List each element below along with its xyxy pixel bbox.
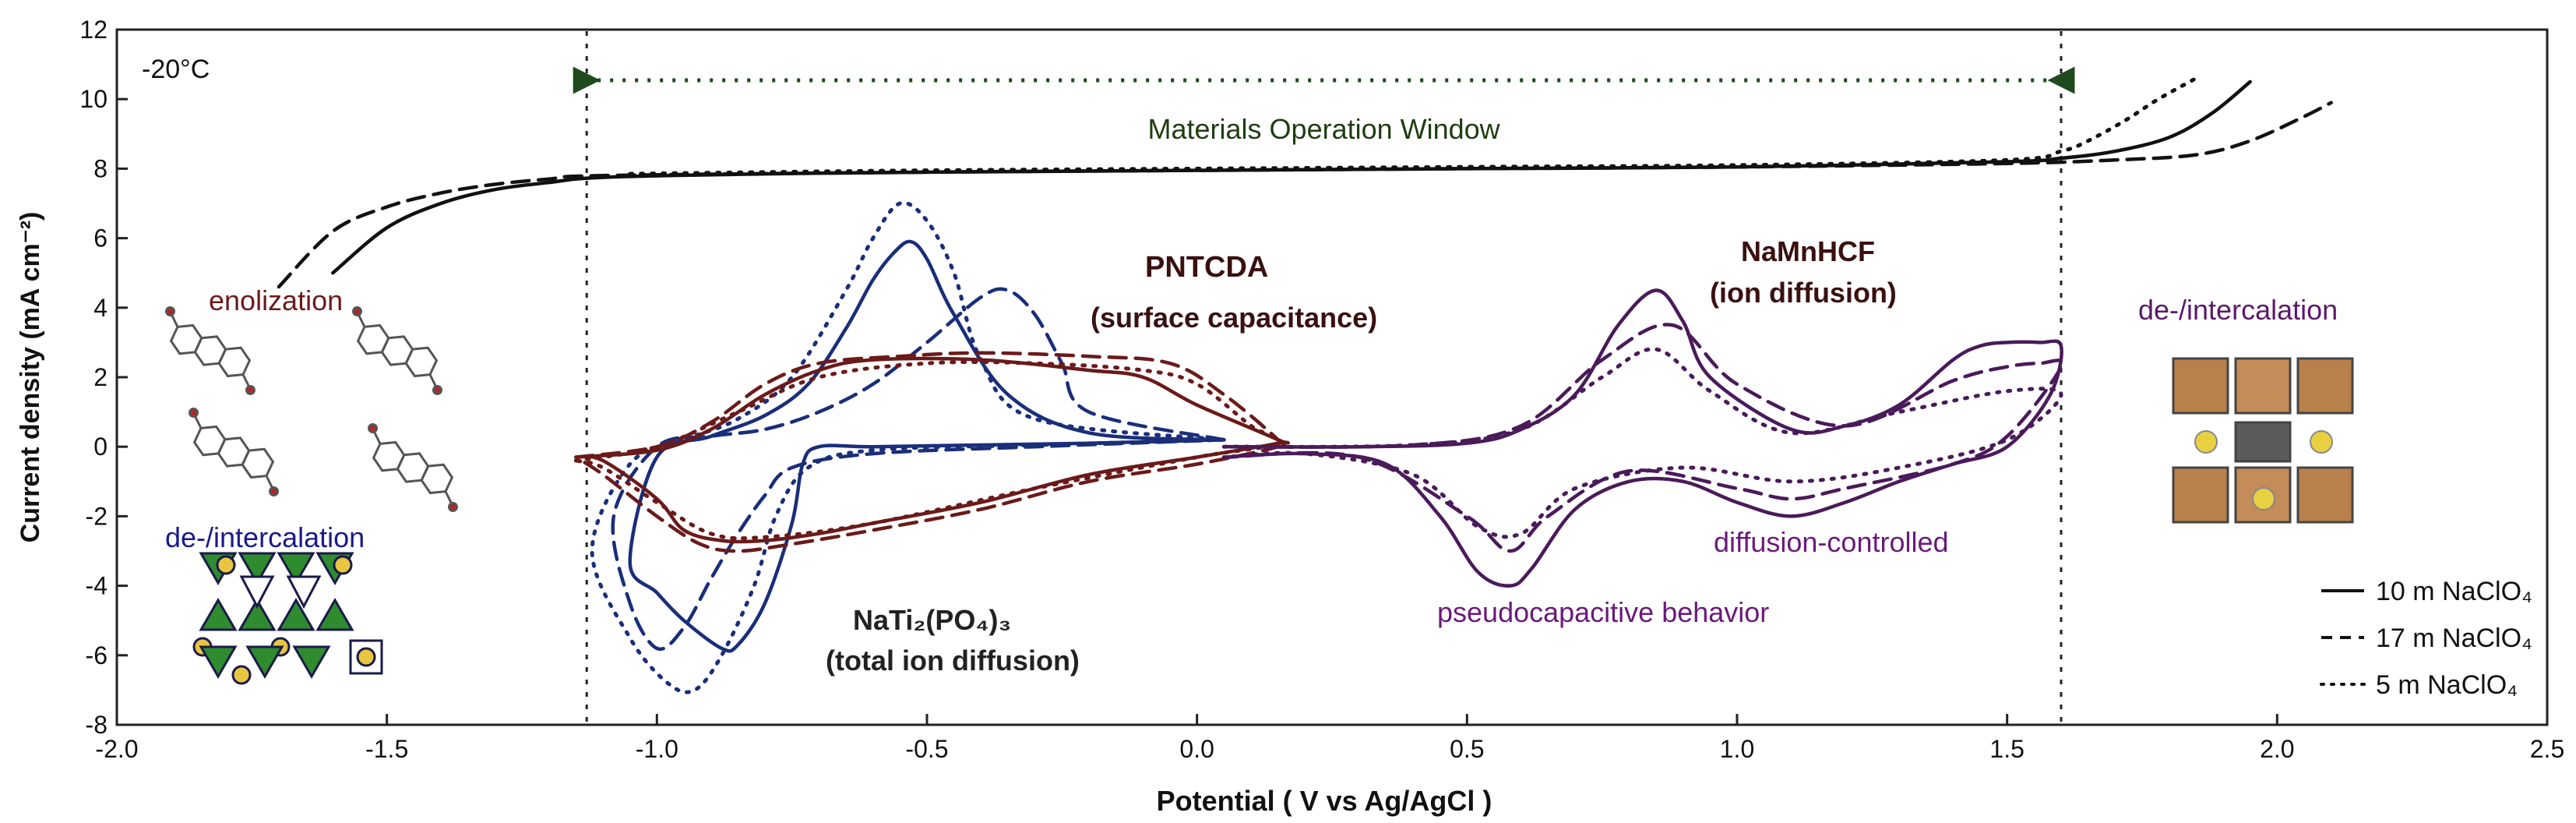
annotation-intercalation-left: de-/intercalation bbox=[165, 521, 365, 553]
y-tick-label: -6 bbox=[86, 641, 107, 669]
legend-label-10m: 10 m NaClO₄ bbox=[2376, 577, 2532, 606]
annotation-total-ion-diffusion: (total ion diffusion) bbox=[826, 645, 1080, 676]
y-tick-label: 2 bbox=[93, 363, 107, 391]
x-axis-ticks: -2.0 -1.5 -1.0 -0.5 0.0 0.5 1.0 1.5 2.0 2.5 bbox=[95, 714, 2564, 763]
nati2po43-structure-illustration bbox=[192, 552, 354, 657]
x-tick-label: -1.5 bbox=[365, 735, 408, 763]
legend-label-17m: 17 m NaClO₄ bbox=[2376, 623, 2532, 653]
y-tick-label: 4 bbox=[93, 294, 107, 322]
x-tick-label: 0.0 bbox=[1179, 735, 1214, 763]
x-tick-label: 1.5 bbox=[1989, 735, 2024, 763]
y-tick-label: 6 bbox=[93, 224, 107, 253]
series-layer bbox=[277, 76, 2333, 694]
annotation-ion-diffusion: (ion diffusion) bbox=[1710, 277, 1897, 309]
series-line-3 bbox=[628, 239, 1226, 653]
series-line-0 bbox=[331, 79, 2252, 275]
series-line-8 bbox=[573, 359, 1282, 541]
temperature-label: -20°C bbox=[142, 55, 210, 84]
legend: 10 m NaClO₄ 17 m NaClO₄ 5 m NaClO₄ bbox=[2320, 577, 2532, 700]
operation-window-label: Materials Operation Window bbox=[1148, 113, 1501, 145]
y-tick-label: 0 bbox=[93, 433, 107, 461]
annotation-pseudocapacitive: pseudocapacitive behavior bbox=[1437, 596, 1769, 628]
x-tick-label: -0.5 bbox=[905, 735, 948, 763]
y-tick-label: -2 bbox=[86, 502, 107, 530]
x-tick-label: 2.0 bbox=[2260, 735, 2294, 763]
x-tick-label: 1.0 bbox=[1720, 735, 1754, 763]
annotation-namnhcf: NaMnHCF bbox=[1741, 235, 1875, 267]
y-tick-label: 8 bbox=[93, 154, 107, 182]
y-tick-label: 10 bbox=[79, 85, 107, 113]
pntcda-molecule-illustration bbox=[165, 306, 458, 512]
annotation-surface-capacitance: (surface capacitance) bbox=[1091, 302, 1377, 334]
annotation-diffusion-controlled: diffusion-controlled bbox=[1714, 526, 1949, 558]
nati2po43-structure-bottom bbox=[199, 639, 383, 685]
legend-label-5m: 5 m NaClO₄ bbox=[2376, 670, 2518, 700]
series-line-10 bbox=[1222, 323, 2064, 553]
x-tick-label: -2.0 bbox=[95, 735, 138, 763]
x-axis-label: Potential ( V vs Ag/AgCl ) bbox=[1157, 785, 1492, 817]
x-tick-label: 0.5 bbox=[1450, 735, 1484, 763]
y-axis-ticks: -8 -6 -4 -2 0 2 4 6 8 10 12 bbox=[79, 16, 128, 739]
annotation-pntcda: PNTCDA bbox=[1145, 251, 1268, 284]
series-line-2 bbox=[628, 76, 2198, 176]
namnhcf-structure-illustration bbox=[2172, 357, 2354, 524]
y-tick-label: -4 bbox=[86, 572, 107, 600]
series-line-7 bbox=[574, 351, 1288, 553]
y-tick-label: 12 bbox=[79, 16, 107, 44]
series-line-4 bbox=[611, 287, 1226, 652]
x-tick-label: -1.0 bbox=[636, 735, 678, 763]
series-line-11 bbox=[1221, 347, 2063, 539]
annotation-enolization: enolization bbox=[209, 284, 343, 316]
series-line-9 bbox=[1222, 288, 2063, 588]
x-tick-label: 2.5 bbox=[2530, 735, 2564, 763]
annotation-intercalation-right: de-/intercalation bbox=[2138, 294, 2338, 326]
y-axis-label: Current density (mA cm⁻²) bbox=[16, 212, 45, 543]
y-tick-label: -8 bbox=[86, 711, 107, 739]
series-line-5 bbox=[590, 200, 1226, 694]
annotation-nati2po43: NaTi₂(PO₄)₃ bbox=[853, 604, 1011, 636]
